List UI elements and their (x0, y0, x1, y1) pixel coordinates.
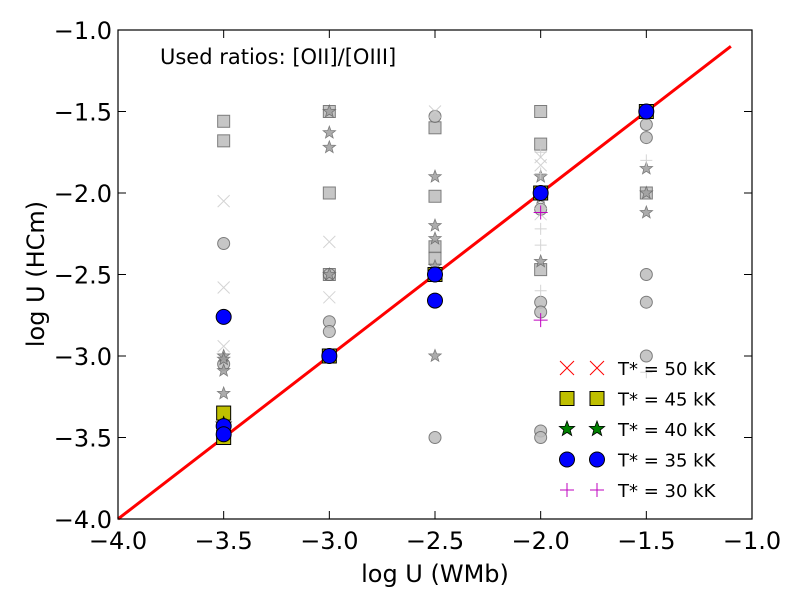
background-point (534, 105, 548, 118)
series-point (215, 426, 232, 443)
background-point (322, 139, 337, 154)
background-point (640, 366, 653, 379)
background-point (639, 185, 654, 200)
background-point (639, 349, 653, 363)
background-point (428, 240, 442, 254)
series-point (427, 292, 443, 309)
legend-marker (559, 360, 575, 376)
series-point (638, 103, 655, 120)
legend-marker (559, 451, 575, 468)
legend: T* = 50 kK T* = 45 kK T* = 40 kK T* = 35 kK… (558, 359, 717, 502)
y-axis-label: log U (HCm) (22, 201, 50, 347)
legend-marker (588, 419, 606, 437)
annotation-text: Used ratios: [OII]/[OIII] (160, 45, 396, 69)
background-point (427, 230, 443, 245)
axis-ticks: −4.0 −3.5 −3.0 −2.5 −2.0 −1.5 −1.0 −1.0 −1.5 −2.0… (54, 17, 781, 555)
legend-marker (590, 483, 604, 497)
legend-marker (589, 451, 605, 468)
background-point (428, 105, 442, 118)
legend-marker (559, 391, 575, 406)
background-point (640, 154, 653, 167)
background-point (639, 268, 653, 281)
background-point (217, 237, 231, 251)
background-point (534, 431, 548, 444)
legend-label: T* = 40 kK (617, 420, 717, 441)
series-point (427, 266, 443, 283)
x-tick-label: −3.5 (195, 527, 253, 555)
background-point (217, 114, 231, 128)
background-point (428, 431, 442, 444)
background-point (428, 189, 442, 203)
background-point (217, 194, 231, 208)
x-tick-label: −2.5 (406, 527, 464, 555)
y-tick-label: −1.0 (54, 17, 112, 45)
background-point (639, 204, 654, 219)
legend-marker (589, 360, 605, 376)
background-point (534, 146, 547, 159)
x-tick-label: −2.0 (512, 527, 570, 555)
background-point (322, 103, 337, 118)
y-tick-label: −2.0 (54, 180, 112, 208)
background-point (428, 121, 442, 135)
y-tick-label: −3.5 (54, 425, 112, 453)
background-point (322, 235, 336, 249)
background-point (427, 217, 443, 232)
background-point (216, 363, 231, 377)
legend-marker (558, 419, 576, 437)
x-tick-label: −4.0 (89, 527, 147, 555)
series-point (215, 308, 232, 325)
y-tick-label: −3.0 (54, 343, 112, 371)
background-point (216, 385, 231, 400)
legend-label: T* = 35 kK (617, 451, 717, 472)
background-point (322, 186, 336, 200)
background-point (322, 125, 337, 139)
background-point (534, 239, 547, 252)
x-tick-label: −1.5 (617, 527, 675, 555)
background-point (322, 290, 336, 304)
background-point (216, 351, 231, 366)
background-point (427, 348, 443, 363)
legend-label: T* = 30 kK (617, 481, 717, 502)
background-point (534, 284, 547, 297)
x-tick-label: −1.0 (723, 527, 781, 555)
background-point (322, 325, 336, 339)
legend-marker (589, 391, 605, 406)
series-point (321, 348, 338, 364)
series-point (533, 313, 548, 328)
y-tick-label: −4.0 (54, 506, 112, 534)
background-point (534, 222, 547, 235)
series-point (532, 185, 549, 201)
background-point (533, 253, 548, 268)
background-point (639, 131, 653, 145)
legend-label: T* = 50 kK (617, 359, 717, 380)
background-point (428, 109, 442, 123)
legend-label: T* = 45 kK (617, 390, 717, 411)
background-point (217, 339, 231, 353)
background-point (427, 169, 443, 183)
y-tick-label: −2.5 (54, 262, 112, 290)
background-point (534, 167, 547, 180)
background-point (639, 160, 654, 175)
y-tick-label: −1.5 (54, 99, 112, 127)
background-point (322, 266, 337, 281)
series-point (533, 205, 548, 220)
background-point (217, 134, 231, 148)
background-point (639, 118, 653, 132)
series-points (214, 103, 655, 445)
x-axis-label: log U (WMb) (361, 560, 509, 588)
legend-marker (560, 483, 574, 497)
background-point (217, 281, 231, 294)
background-point (639, 295, 653, 309)
x-tick-label: −3.0 (300, 527, 358, 555)
background-point (534, 158, 548, 172)
background-point (534, 263, 548, 277)
